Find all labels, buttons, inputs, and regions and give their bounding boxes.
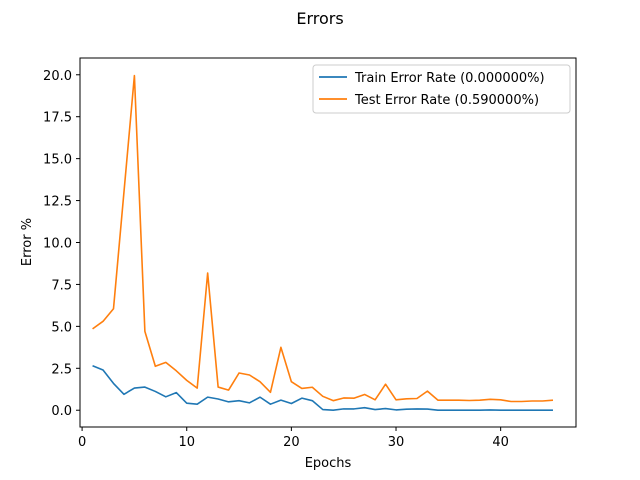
plot-area — [80, 58, 576, 427]
series-line-1 — [92, 74, 554, 403]
y-tick-label: 5.0 — [51, 320, 72, 335]
y-tick-label: 17.5 — [43, 111, 72, 126]
y-tick-label: 20.0 — [43, 69, 72, 84]
x-tick-label: 10 — [178, 435, 195, 450]
y-tick-label: 10.0 — [43, 237, 72, 252]
series-layer — [92, 74, 554, 412]
x-tick-label: 0 — [78, 435, 86, 450]
x-tick-label: 20 — [283, 435, 300, 450]
y-tick-label: 12.5 — [43, 195, 72, 210]
legend: Train Error Rate (0.000000%) Test Error R… — [312, 64, 571, 114]
x-axis-label: Epochs — [305, 456, 352, 471]
y-axis-ticks: 0.0 2.5 5.0 7.5 10.0 12.5 15.0 17.5 20.0 — [43, 69, 80, 419]
plot-frame — [79, 57, 577, 428]
x-tick-label: 40 — [492, 435, 509, 450]
y-tick-label: 15.0 — [43, 153, 72, 168]
chart-title: Errors — [296, 9, 343, 28]
x-tick-label: 30 — [388, 435, 405, 450]
y-axis-label: Error % — [20, 218, 35, 266]
y-tick-label: 7.5 — [51, 278, 72, 293]
x-axis-ticks: 0 10 20 30 40 — [78, 427, 509, 450]
y-tick-label: 0.0 — [51, 404, 72, 419]
legend-box — [312, 64, 571, 114]
series-line-0 — [92, 365, 553, 412]
y-tick-label: 2.5 — [51, 362, 72, 377]
legend-label-0: Train Error Rate (0.000000%) — [354, 71, 545, 86]
legend-label-1: Test Error Rate (0.590000%) — [354, 93, 539, 108]
